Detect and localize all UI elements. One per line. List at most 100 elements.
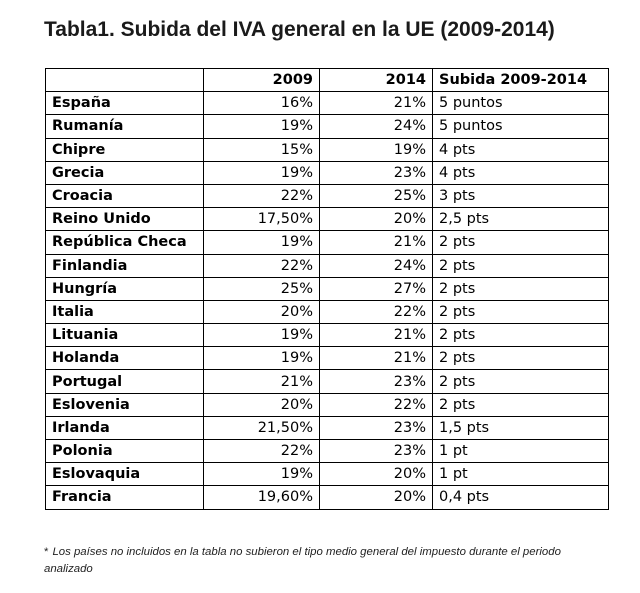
table-row: Lituania 19% 21% 2 pts <box>45 323 609 348</box>
vat-2009-cell: 22% <box>203 438 320 464</box>
vat-2009-cell: 19% <box>203 230 320 255</box>
table-row: España 16% 21% 5 puntos <box>45 91 609 116</box>
vat-2014-cell: 24% <box>319 253 433 278</box>
table-row: Chipre 15% 19% 4 pts <box>45 137 609 162</box>
increase-cell: 1,5 pts <box>432 415 609 441</box>
table-row: Hungría 25% 27% 2 pts <box>45 276 609 301</box>
table-row: Holanda 19% 21% 2 pts <box>45 346 609 371</box>
increase-cell: 2 pts <box>432 299 609 325</box>
vat-2014-cell: 20% <box>319 462 433 487</box>
increase-cell: 2 pts <box>432 346 609 371</box>
table-row: Italia 20% 22% 2 pts <box>45 299 609 325</box>
table-row: Eslovenia 20% 22% 2 pts <box>45 392 609 417</box>
country-cell: Lituania <box>45 323 204 348</box>
increase-cell: 3 pts <box>432 183 609 209</box>
vat-2014-cell: 21% <box>319 346 433 371</box>
increase-cell: 2 pts <box>432 392 609 417</box>
vat-2014-cell: 20% <box>319 207 433 232</box>
vat-2009-cell: 25% <box>203 276 320 301</box>
country-cell: Holanda <box>45 346 204 371</box>
increase-cell: 1 pt <box>432 438 609 464</box>
vat-2014-cell: 25% <box>319 183 433 209</box>
table-title: Tabla1. Subida del IVA general en la UE … <box>44 18 555 41</box>
table-row: Eslovaquia 19% 20% 1 pt <box>45 462 609 487</box>
vat-2014-cell: 22% <box>319 392 433 417</box>
country-cell: Eslovaquia <box>45 462 204 487</box>
increase-cell: 2 pts <box>432 323 609 348</box>
vat-2014-cell: 21% <box>319 323 433 348</box>
footnote-text: Los países no incluidos en la tabla no s… <box>44 546 561 575</box>
country-cell: Polonia <box>45 438 204 464</box>
country-cell: Chipre <box>45 137 204 162</box>
header-increase: Subida 2009-2014 <box>432 67 609 93</box>
vat-2009-cell: 21,50% <box>203 415 320 441</box>
header-2014: 2014 <box>319 67 433 93</box>
vat-2014-cell: 21% <box>319 91 433 116</box>
vat-2014-cell: 27% <box>319 276 433 301</box>
country-cell: Grecia <box>45 160 204 185</box>
vat-2014-cell: 23% <box>319 369 433 394</box>
vat-2009-cell: 21% <box>203 369 320 394</box>
country-cell: Hungría <box>45 276 204 301</box>
header-country <box>45 67 204 93</box>
table-row: Irlanda 21,50% 23% 1,5 pts <box>45 415 609 441</box>
increase-cell: 1 pt <box>432 462 609 487</box>
increase-cell: 2,5 pts <box>432 207 609 232</box>
country-cell: Italia <box>45 299 204 325</box>
table-row: Portugal 21% 23% 2 pts <box>45 369 609 394</box>
vat-table: 2009 2014 Subida 2009-2014 España 16% 21% 5… <box>45 67 609 510</box>
footnote-marker: * <box>44 546 49 558</box>
vat-2014-cell: 21% <box>319 230 433 255</box>
vat-2014-cell: 20% <box>319 485 433 510</box>
vat-2009-cell: 19% <box>203 462 320 487</box>
country-cell: Croacia <box>45 183 204 209</box>
table-row: Grecia 19% 23% 4 pts <box>45 160 609 185</box>
country-cell: República Checa <box>45 230 204 255</box>
vat-2009-cell: 20% <box>203 299 320 325</box>
table-row: Croacia 22% 25% 3 pts <box>45 183 609 209</box>
country-cell: Finlandia <box>45 253 204 278</box>
country-cell: Rumanía <box>45 114 204 139</box>
increase-cell: 5 puntos <box>432 91 609 116</box>
vat-2009-cell: 19,60% <box>203 485 320 510</box>
increase-cell: 2 pts <box>432 369 609 394</box>
vat-2009-cell: 17,50% <box>203 207 320 232</box>
vat-2014-cell: 24% <box>319 114 433 139</box>
header-2009: 2009 <box>203 67 320 93</box>
increase-cell: 5 puntos <box>432 114 609 139</box>
vat-2009-cell: 20% <box>203 392 320 417</box>
table-row: Francia 19,60% 20% 0,4 pts <box>45 485 609 510</box>
country-cell: Eslovenia <box>45 392 204 417</box>
increase-cell: 2 pts <box>432 253 609 278</box>
table-row: República Checa 19% 21% 2 pts <box>45 230 609 255</box>
footnote: * Los países no incluidos en la tabla no … <box>44 544 604 578</box>
country-cell: Portugal <box>45 369 204 394</box>
vat-2009-cell: 22% <box>203 253 320 278</box>
vat-2014-cell: 19% <box>319 137 433 162</box>
vat-2014-cell: 23% <box>319 160 433 185</box>
country-cell: Irlanda <box>45 415 204 441</box>
table-header-row: 2009 2014 Subida 2009-2014 <box>45 67 609 93</box>
country-cell: Reino Unido <box>45 207 204 232</box>
vat-2009-cell: 22% <box>203 183 320 209</box>
vat-2009-cell: 19% <box>203 160 320 185</box>
vat-2014-cell: 23% <box>319 415 433 441</box>
vat-2009-cell: 16% <box>203 91 320 116</box>
vat-2014-cell: 22% <box>319 299 433 325</box>
increase-cell: 2 pts <box>432 276 609 301</box>
table-row: Rumanía 19% 24% 5 puntos <box>45 114 609 139</box>
table-row: Finlandia 22% 24% 2 pts <box>45 253 609 278</box>
vat-2009-cell: 15% <box>203 137 320 162</box>
increase-cell: 0,4 pts <box>432 485 609 510</box>
increase-cell: 4 pts <box>432 137 609 162</box>
table-row: Reino Unido 17,50% 20% 2,5 pts <box>45 207 609 232</box>
vat-2009-cell: 19% <box>203 114 320 139</box>
country-cell: Francia <box>45 485 204 510</box>
country-cell: España <box>45 91 204 116</box>
table-body: España 16% 21% 5 puntos Rumanía 19% 24% 5 punto… <box>45 91 609 510</box>
vat-2009-cell: 19% <box>203 346 320 371</box>
vat-2014-cell: 23% <box>319 438 433 464</box>
increase-cell: 2 pts <box>432 230 609 255</box>
table-row: Polonia 22% 23% 1 pt <box>45 438 609 464</box>
increase-cell: 4 pts <box>432 160 609 185</box>
